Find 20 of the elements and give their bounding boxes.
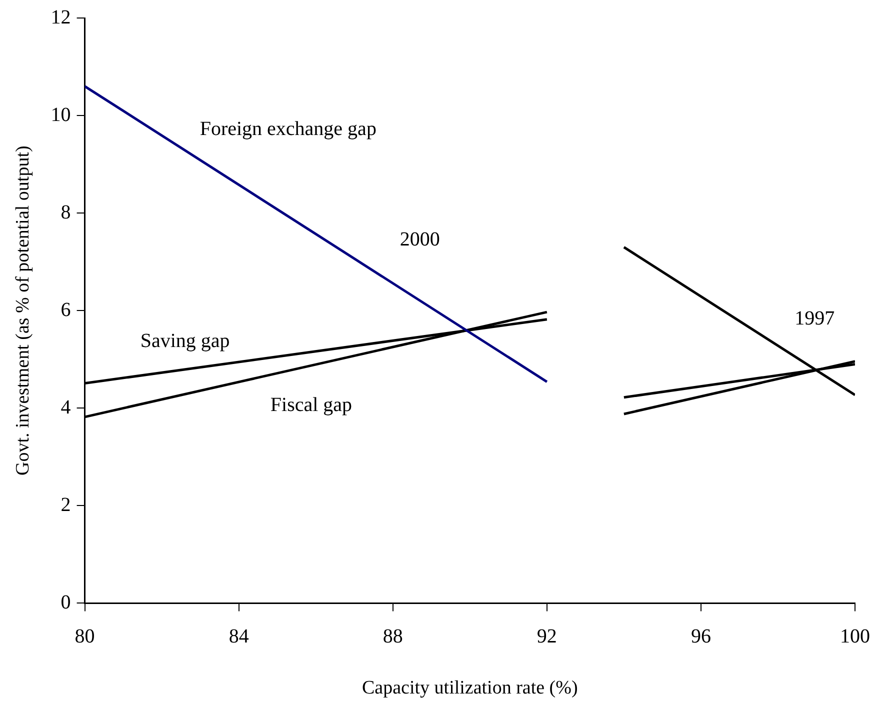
- x-axis-title: Capacity utilization rate (%): [362, 678, 578, 699]
- x-tick-label: 84: [228, 625, 249, 648]
- y-tick-label: 10: [50, 104, 71, 126]
- series-label: Fiscal gap: [270, 394, 352, 416]
- series-label: Saving gap: [140, 330, 230, 352]
- series-label: Foreign exchange gap: [200, 118, 376, 140]
- x-tick-label: 92: [536, 625, 557, 648]
- y-tick-label: 6: [60, 298, 71, 321]
- x-tick-label: 80: [74, 625, 95, 648]
- y-tick-label: 4: [60, 396, 71, 418]
- y-tick-label: 0: [60, 591, 71, 614]
- annotation: 1997: [794, 308, 835, 330]
- x-tick-label: 88: [382, 625, 403, 648]
- y-axis-title: Govt. investment (as % of potential output): [12, 146, 34, 476]
- x-tick-label: 100: [840, 625, 870, 648]
- y-tick-label: 8: [60, 201, 71, 224]
- x-tick-label: 96: [690, 625, 711, 648]
- y-tick-label: 2: [60, 494, 71, 516]
- annotation: 2000: [400, 228, 440, 251]
- y-tick-label: 12: [50, 6, 71, 28]
